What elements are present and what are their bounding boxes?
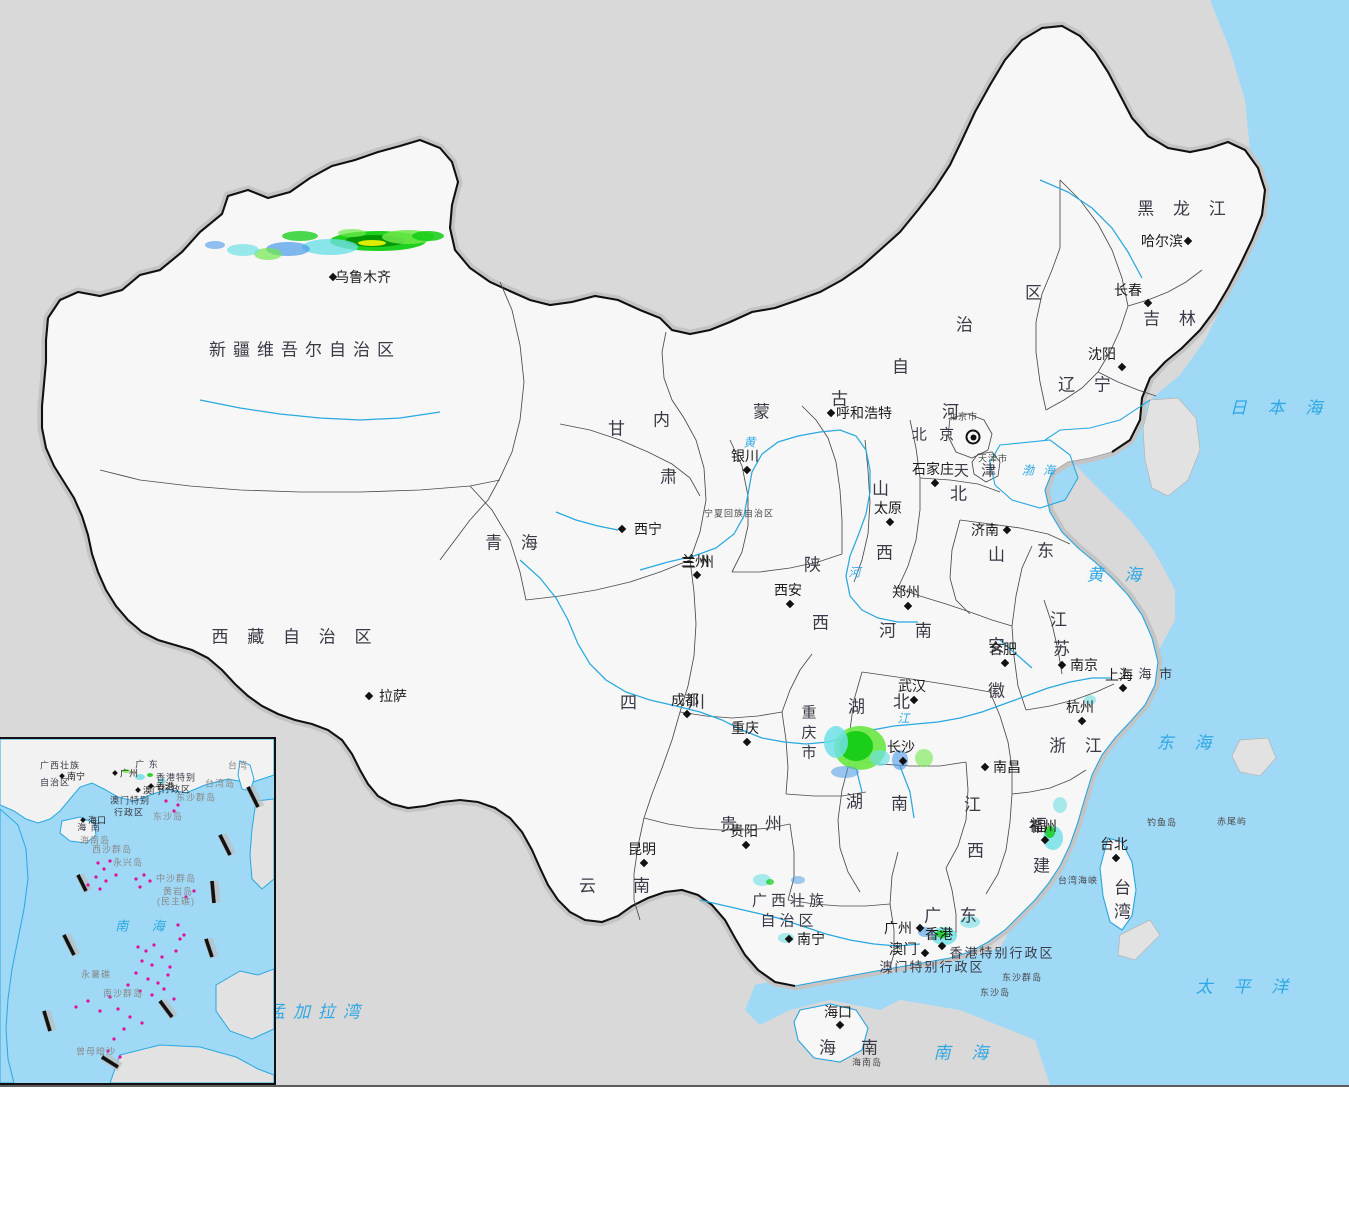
radar-echo-guizhou <box>753 874 805 943</box>
radar-echo-xinjiang <box>205 229 444 260</box>
capital-marker-beijing[interactable] <box>965 429 981 445</box>
radar-echo-fujian <box>1043 695 1096 850</box>
china-radar-map[interactable]: 新疆维吾尔自治区西 藏 自 治 区青 海甘肃兰 州内蒙古自治区黑 龙 江吉 林辽… <box>0 0 1349 1085</box>
south-china-sea-inset[interactable]: 广西壮族 自治区广 东香港特别 行政区 澳门特别 行政区海 南台湾 台湾岛 东沙群岛 东沙岛海… <box>0 737 276 1085</box>
inset-geometry <box>0 739 274 1083</box>
legend-panel: 全国雷达拼图 [2025-11-13 21:24:00] [ 组合反射率 ] d… <box>0 1085 1349 1208</box>
radar-echo-hunan <box>824 726 933 778</box>
